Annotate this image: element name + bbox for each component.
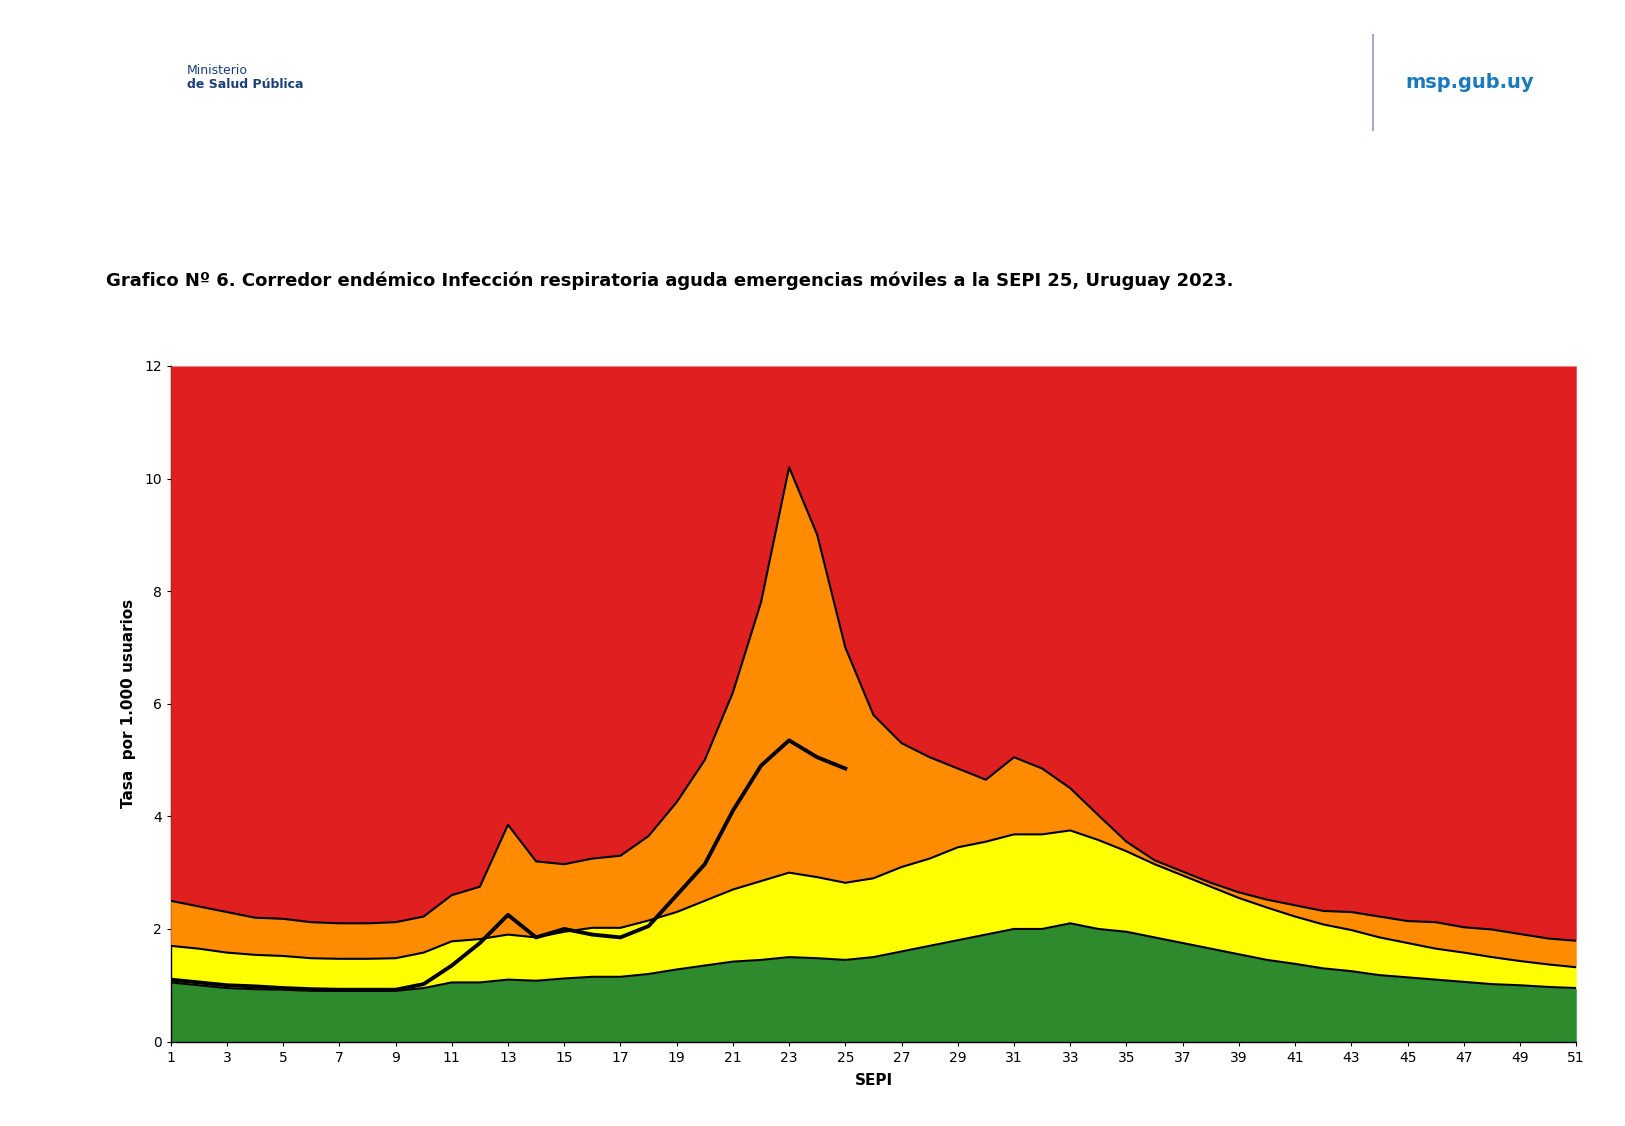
Text: Actualización semana epidemiológica 25 (18/06/2023 al 24/06/2023): Actualización semana epidemiológica 25 (… (439, 161, 1186, 180)
Text: Grafico Nº 6. Corredor endémico Infección respiratoria aguda emergencias móviles: Grafico Nº 6. Corredor endémico Infecció… (106, 271, 1233, 291)
Text: Fuentes: Departamento de Vigilancia en Salud, Unidad de Infecciones Hospitalaria: Fuentes: Departamento de Vigilancia en S… (16, 1099, 1068, 1109)
Text: MONITOREO EMERGENCIAS MÓVILES: MONITOREO EMERGENCIAS MÓVILES (24, 208, 395, 226)
Text: msp.gub.uy: msp.gub.uy (1406, 72, 1534, 91)
Text: Ministerio: Ministerio (187, 63, 249, 77)
Y-axis label: Tasa  por 1.000 usuarios: Tasa por 1.000 usuarios (120, 599, 135, 808)
Text: de Salud Pública: de Salud Pública (187, 79, 304, 91)
X-axis label: SEPI: SEPI (855, 1073, 892, 1088)
